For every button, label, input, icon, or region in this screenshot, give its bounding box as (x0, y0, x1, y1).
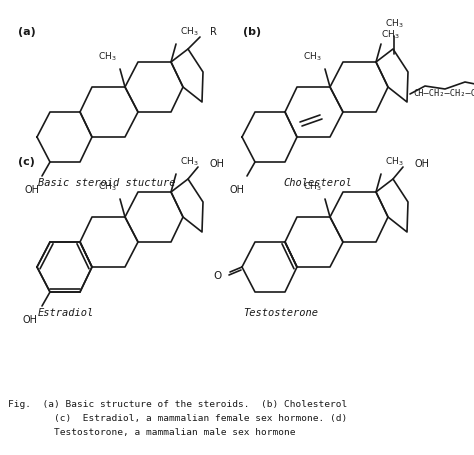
Text: CH–CH₂–CH₂–CH₂–CH: CH–CH₂–CH₂–CH₂–CH (413, 88, 474, 97)
Text: OH: OH (22, 314, 37, 324)
Text: CH$_3$: CH$_3$ (98, 180, 116, 192)
Text: CH$_3$: CH$_3$ (303, 180, 321, 192)
Text: (c)  Estradiol, a mammalian female sex hormone. (d): (c) Estradiol, a mammalian female sex ho… (8, 413, 347, 422)
Text: CH$_3$: CH$_3$ (385, 155, 403, 167)
Text: CH$_3$: CH$_3$ (180, 155, 198, 167)
Text: CH$_3$: CH$_3$ (180, 25, 198, 38)
Text: Basic steroid stucture: Basic steroid stucture (38, 177, 175, 187)
Text: CH$_3$: CH$_3$ (381, 29, 400, 41)
Text: OH: OH (210, 159, 225, 169)
Text: (b): (b) (243, 27, 261, 37)
Text: (c): (c) (18, 157, 35, 167)
Text: OH: OH (25, 185, 39, 195)
Text: Testostorone, a mammalian male sex hormone: Testostorone, a mammalian male sex hormo… (8, 427, 295, 436)
Text: Fig.  (a) Basic structure of the steroids.  (b) Cholesterol: Fig. (a) Basic structure of the steroids… (8, 399, 347, 408)
Text: Estradiol: Estradiol (38, 307, 94, 317)
Text: Cholesterol: Cholesterol (283, 177, 352, 187)
Text: R: R (210, 27, 217, 37)
Text: OH: OH (415, 159, 430, 169)
Text: CH$_3$: CH$_3$ (98, 51, 116, 63)
Text: CH$_3$: CH$_3$ (303, 51, 321, 63)
Text: CH$_3$: CH$_3$ (385, 17, 403, 30)
Text: (a): (a) (18, 27, 36, 37)
Text: OH: OH (229, 185, 245, 195)
Text: Testosterone: Testosterone (243, 307, 318, 317)
Text: O: O (214, 270, 222, 280)
